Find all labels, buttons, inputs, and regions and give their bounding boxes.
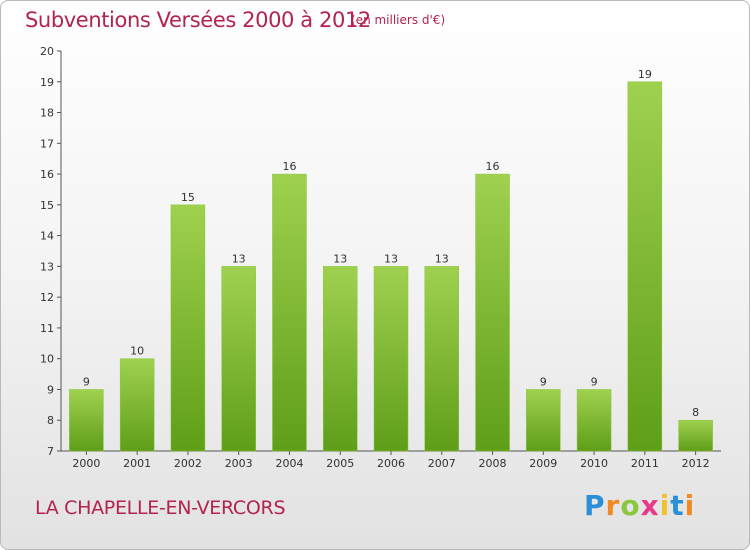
y-tick-label: 20 xyxy=(40,45,54,58)
bar xyxy=(627,81,663,452)
bar-value-label: 19 xyxy=(638,68,652,81)
x-tick-label: 2003 xyxy=(225,457,253,470)
bar xyxy=(576,389,612,452)
y-tick-label: 19 xyxy=(40,76,54,89)
y-tick-label: 11 xyxy=(40,322,54,335)
bar xyxy=(119,358,155,452)
bar-value-label: 13 xyxy=(435,252,449,265)
x-tick-label: 2012 xyxy=(682,457,710,470)
bar xyxy=(221,266,256,452)
chart-title: Subventions Versées 2000 à 2012 xyxy=(25,8,371,32)
bar-value-label: 13 xyxy=(333,252,347,265)
x-tick-label: 2009 xyxy=(529,457,557,470)
y-tick-label: 7 xyxy=(47,445,54,458)
y-tick-label: 17 xyxy=(40,137,54,150)
bar-value-label: 10 xyxy=(130,345,144,358)
bar xyxy=(272,173,307,452)
bar-value-label: 16 xyxy=(486,160,500,173)
y-tick-label: 18 xyxy=(40,107,54,120)
x-tick-label: 2006 xyxy=(377,457,405,470)
bar xyxy=(424,266,460,452)
bar-value-label: 9 xyxy=(591,375,598,388)
y-tick-label: 10 xyxy=(40,353,54,366)
bar xyxy=(373,266,409,452)
y-tick-label: 12 xyxy=(40,291,54,304)
y-tick-label: 13 xyxy=(40,260,54,273)
bar-value-label: 9 xyxy=(83,375,90,388)
bar-value-label: 13 xyxy=(232,252,246,265)
y-tick-label: 8 xyxy=(47,414,54,427)
x-tick-label: 2007 xyxy=(428,457,456,470)
x-tick-label: 2000 xyxy=(72,457,100,470)
bar xyxy=(526,389,561,452)
x-tick-label: 2005 xyxy=(326,457,354,470)
bar xyxy=(475,173,510,452)
bar-value-label: 13 xyxy=(384,252,398,265)
bar-value-label: 15 xyxy=(181,191,195,204)
x-tick-label: 2002 xyxy=(174,457,202,470)
bar-value-label: 16 xyxy=(282,160,296,173)
bar xyxy=(170,204,206,452)
bar-value-label: 9 xyxy=(540,375,547,388)
x-tick-label: 2008 xyxy=(479,457,507,470)
x-tick-label: 2001 xyxy=(123,457,151,470)
y-tick-label: 9 xyxy=(47,383,54,396)
bar xyxy=(322,266,358,452)
bar-value-label: 8 xyxy=(692,406,699,419)
bar xyxy=(69,389,104,452)
bar xyxy=(678,419,713,452)
x-tick-label: 2004 xyxy=(275,457,303,470)
x-tick-label: 2011 xyxy=(631,457,659,470)
commune-name: LA CHAPELLE-EN-VERCORS xyxy=(35,497,286,519)
chart-subtitle: (en milliers d'€) xyxy=(351,13,446,27)
y-tick-label: 16 xyxy=(40,168,54,181)
y-tick-label: 14 xyxy=(40,230,54,243)
proxiti-logo[interactable]: Proxiti xyxy=(584,489,696,522)
y-tick-label: 15 xyxy=(40,199,54,212)
x-tick-label: 2010 xyxy=(580,457,608,470)
